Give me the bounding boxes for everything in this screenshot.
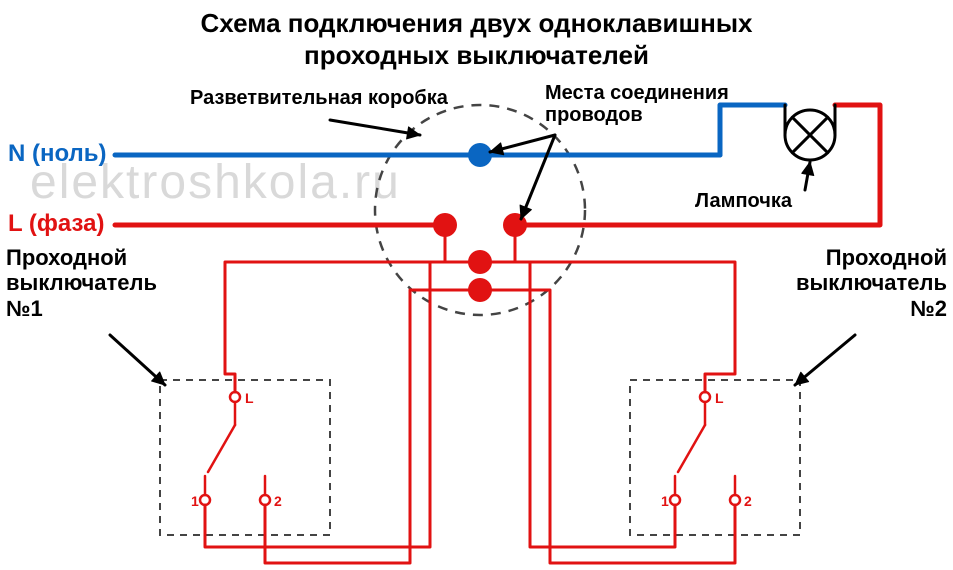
svg-text:1: 1 [661, 493, 669, 509]
svg-text:2: 2 [744, 493, 752, 509]
svg-text:2: 2 [274, 493, 282, 509]
svg-text:L: L [715, 390, 724, 406]
wiring-svg: L 1 2 L 1 2 [0, 0, 953, 570]
svg-text:1: 1 [191, 493, 199, 509]
svg-text:L: L [245, 390, 254, 406]
diagram-stage: elektroshkola.ru Схема подключения двух … [0, 0, 953, 570]
